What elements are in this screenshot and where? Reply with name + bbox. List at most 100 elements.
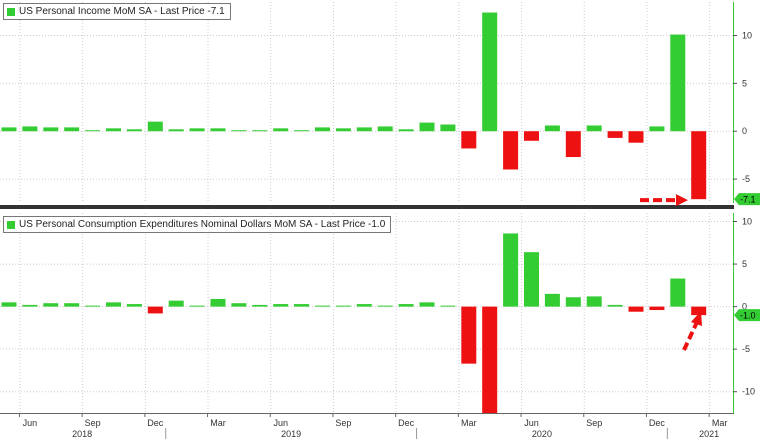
bar-2020-09	[586, 296, 602, 307]
bar-2018-07	[43, 127, 59, 132]
y-tick-label: 0	[742, 302, 747, 312]
annotation-arrow-head	[676, 194, 688, 207]
y-tick-label: 0	[742, 126, 747, 136]
bar-2020-05	[503, 131, 519, 170]
bar-2019-03	[210, 298, 226, 307]
y-tick-label: 5	[742, 78, 747, 88]
bar-2019-07	[294, 304, 310, 307]
x-tick-label: Jun	[23, 418, 38, 428]
bar-2019-11	[377, 126, 393, 132]
x-tick-label: Sep	[85, 418, 101, 428]
bar-2021-01	[670, 34, 686, 132]
x-year-label: 2019	[281, 429, 301, 439]
legend-top-chart: US Personal Income MoM SA - Last Price -…	[3, 3, 231, 20]
bar-2020-04	[482, 12, 498, 132]
annotation-arrow-shaft	[682, 321, 699, 351]
bar-2018-12	[147, 121, 163, 132]
bar-2018-05	[1, 302, 17, 307]
bar-2019-09	[335, 128, 351, 132]
bar-2021-02	[691, 131, 707, 200]
bar-2019-02	[189, 305, 205, 307]
bar-2020-01	[419, 302, 435, 307]
bar-2019-06	[273, 128, 289, 132]
legend-label-pce: US Personal Consumption Expenditures Nom…	[19, 219, 386, 230]
y-tick-label: -5	[742, 174, 750, 184]
bar-2018-09	[85, 305, 101, 307]
bar-2019-07	[294, 130, 310, 132]
bar-2020-08	[565, 297, 581, 307]
bar-2018-10	[106, 302, 121, 307]
bar-2020-03	[461, 131, 477, 149]
x-tick-label: Mar	[712, 418, 728, 428]
bar-2020-11	[628, 306, 644, 312]
bar-2018-08	[64, 303, 80, 307]
bar-2018-07	[43, 303, 59, 307]
panel-divider	[0, 205, 734, 209]
bar-2018-12	[147, 306, 163, 314]
bar-2019-03	[210, 128, 226, 132]
bar-2019-11	[377, 305, 393, 307]
bar-2018-06	[22, 126, 38, 132]
legend-swatch-icon	[7, 7, 15, 16]
bar-2021-02	[691, 306, 707, 316]
bar-2019-05	[252, 304, 268, 307]
bar-2020-06	[524, 252, 539, 307]
legend-swatch-icon	[7, 220, 15, 229]
bar-2019-10	[356, 304, 372, 307]
bar-2020-11	[628, 131, 644, 143]
bar-2019-09	[335, 305, 351, 307]
x-tick-label: Jun	[524, 418, 539, 428]
x-tick-label: Sep	[586, 418, 602, 428]
bar-2020-05	[503, 233, 519, 307]
bar-2018-09	[85, 130, 101, 132]
bar-2019-08	[315, 127, 330, 132]
bar-2020-02	[440, 124, 456, 132]
bar-2020-12	[649, 126, 665, 132]
bar-2019-06	[273, 304, 289, 307]
bar-2020-01	[419, 122, 435, 132]
x-tick-label: Dec	[649, 418, 666, 428]
y-tick-label: -5	[742, 344, 750, 354]
y-tick-label: -10	[742, 387, 755, 397]
x-tick-label: Mar	[210, 418, 226, 428]
bar-2020-07	[544, 125, 560, 132]
bar-2020-07	[544, 293, 560, 307]
bar-2019-12	[398, 304, 414, 307]
bar-2020-03	[461, 306, 477, 364]
last-value-badge	[734, 193, 760, 206]
bar-2019-04	[231, 303, 247, 307]
bar-2019-05	[252, 130, 268, 132]
x-year-label: 2018	[72, 429, 92, 439]
last-value-badge	[734, 309, 760, 322]
bar-2019-08	[315, 305, 330, 307]
bar-2020-02	[440, 305, 456, 307]
y-tick-label: 10	[742, 31, 752, 41]
last-value-label: -1.0	[740, 311, 756, 321]
bar-2020-04	[482, 306, 498, 413]
x-tick-label: Dec	[147, 418, 164, 428]
last-value-label: -7.1	[740, 195, 756, 205]
bar-2019-10	[356, 127, 372, 132]
bar-2019-01	[168, 300, 184, 307]
bar-2020-08	[565, 131, 581, 158]
x-year-label: 2020	[532, 429, 552, 439]
bar-2020-10	[607, 131, 623, 138]
bar-2019-01	[168, 129, 184, 132]
bar-2018-10	[106, 128, 121, 132]
bar-2019-02	[189, 128, 205, 132]
x-tick-label: Jun	[273, 418, 288, 428]
legend-label-personal-income: US Personal Income MoM SA - Last Price -…	[19, 6, 225, 17]
bar-2019-04	[231, 130, 247, 132]
y-tick-label: 5	[742, 259, 747, 269]
x-tick-label: Mar	[461, 418, 477, 428]
bar-2020-10	[607, 304, 623, 307]
bar-2018-11	[126, 304, 142, 307]
y-tick-label: 10	[742, 217, 752, 227]
bar-2018-11	[126, 129, 142, 132]
bar-2020-06	[524, 131, 539, 141]
bar-2019-12	[398, 129, 414, 132]
bar-2018-08	[64, 127, 80, 132]
bar-2021-01	[670, 278, 686, 307]
x-tick-label: Dec	[398, 418, 415, 428]
